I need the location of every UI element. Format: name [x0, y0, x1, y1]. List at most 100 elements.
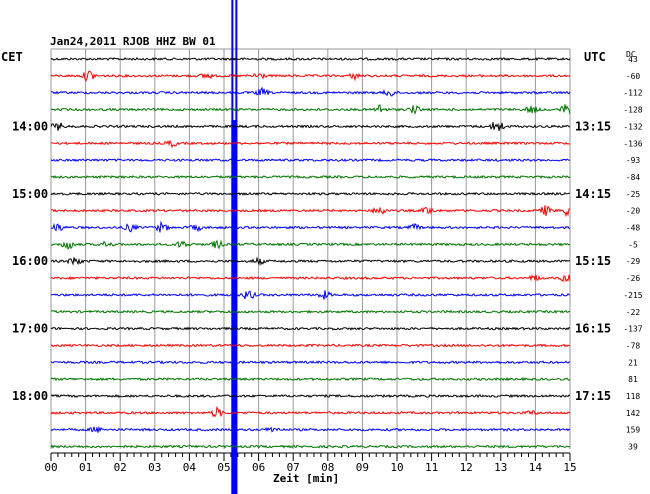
trace-row: [50, 290, 571, 300]
dc-offset-label: 43: [628, 55, 638, 64]
trace-row: [50, 393, 571, 399]
event-row-mark: [231, 344, 238, 347]
trace-row: [50, 309, 571, 314]
dc-offset-label: -5: [628, 240, 638, 249]
left-hour-label: 18:00: [12, 389, 48, 403]
trace-row: [50, 104, 571, 115]
event-row-mark: [231, 108, 238, 111]
dc-offset-label: -132: [623, 122, 642, 131]
left-hour-label: 14:00: [12, 119, 48, 133]
x-tick-label: 15: [563, 461, 576, 474]
trace-row: [50, 360, 571, 365]
event-layer: [231, 0, 238, 494]
event-row-mark: [231, 411, 238, 414]
x-tick-label: 06: [252, 461, 265, 474]
right-hour-label: 16:15: [575, 322, 611, 336]
x-tick-label: 05: [217, 461, 230, 474]
event-row-mark: [231, 192, 238, 195]
trace-row: [50, 122, 570, 131]
dc-offset-label: -136: [623, 139, 642, 148]
dc-offset-label: -137: [623, 325, 642, 334]
trace-row: [50, 444, 571, 449]
x-tick-label: 07: [287, 461, 300, 474]
dc-offset-label: -48: [626, 224, 641, 233]
trace-row: [50, 256, 571, 266]
x-tick-label: 10: [390, 461, 403, 474]
right-hour-label: 15:15: [575, 254, 611, 268]
dc-offset-label: -20: [626, 207, 641, 216]
dc-offset-label: 142: [626, 409, 641, 418]
trace-row: [50, 139, 571, 149]
dc-offset-label: -112: [623, 89, 642, 98]
event-row-mark: [231, 277, 238, 280]
trace-row: [50, 70, 571, 82]
trace-row: [50, 376, 571, 382]
event-row-mark: [231, 209, 238, 212]
x-tick-label: 03: [148, 461, 161, 474]
dc-offset-label: 39: [628, 443, 638, 452]
x-tick-label: 09: [356, 461, 369, 474]
dc-offset-label: -29: [626, 257, 641, 266]
right-hour-label: 14:15: [575, 187, 611, 201]
dc-offset-label: 21: [628, 358, 638, 367]
event-row-mark: [231, 445, 238, 448]
trace-row: [50, 405, 571, 418]
x-axis-label: Zeit [min]: [273, 472, 339, 485]
trace-row: [50, 326, 571, 331]
x-tick-label: 04: [183, 461, 197, 474]
right-timezone-label: UTC: [584, 50, 606, 64]
dc-offset-label: 81: [628, 375, 638, 384]
left-hour-label: 16:00: [12, 254, 48, 268]
dc-offset-label: -93: [626, 156, 641, 165]
trace-row: [50, 174, 571, 180]
dc-offset-label: -22: [626, 308, 641, 317]
event-row-mark: [231, 74, 238, 77]
event-row-mark: [231, 327, 238, 330]
trace-row: [50, 205, 571, 218]
trace-layer: [50, 56, 571, 449]
x-tick-label: 01: [79, 461, 92, 474]
dc-offset-label: -26: [626, 274, 641, 283]
trace-row: [50, 425, 571, 433]
event-row-mark: [231, 395, 238, 397]
event-band: [231, 120, 238, 494]
event-row-mark: [231, 243, 238, 246]
event-row-mark: [231, 175, 238, 178]
trace-row: [50, 220, 571, 233]
trace-row: [50, 157, 571, 163]
left-hour-label: 17:00: [12, 322, 48, 336]
dc-offset-label: -215: [623, 291, 642, 300]
dc-header: DC: [626, 50, 636, 59]
left-timezone-label: CET: [1, 50, 23, 64]
trace-row: [51, 86, 571, 97]
event-row-mark: [231, 378, 238, 381]
x-tick-label: 11: [425, 461, 438, 474]
dc-offset-label: -128: [623, 106, 642, 115]
dc-offset-label: -78: [626, 341, 641, 350]
event-row-mark: [231, 310, 238, 313]
x-tick-label: 08: [321, 461, 334, 474]
chart-title: Jan24,2011 RJOB HHZ BW 01: [50, 35, 216, 48]
dc-offset-label: -84: [626, 173, 641, 182]
dc-offset-label: -60: [626, 72, 641, 81]
x-tick-label: 00: [44, 461, 57, 474]
x-tick-label: 12: [460, 461, 473, 474]
left-hour-label: 15:00: [12, 187, 48, 201]
x-tick-label: 02: [114, 461, 127, 474]
right-hour-label: 13:15: [575, 119, 611, 133]
right-hour-label: 17:15: [575, 389, 611, 403]
dc-offset-label: -25: [626, 190, 641, 199]
trace-row: [50, 274, 571, 283]
trace-row: [50, 56, 571, 62]
event-row-mark: [231, 125, 238, 128]
dc-offset-label: 159: [626, 426, 641, 435]
event-row-mark: [231, 260, 238, 263]
trace-row: [51, 239, 571, 250]
event-row-mark: [231, 142, 238, 145]
trace-row: [50, 191, 571, 196]
label-layer: Jan24,2011 RJOB HHZ BW 01 CET UTC DC Zei…: [1, 35, 643, 485]
dc-offset-label: 118: [626, 392, 641, 401]
event-row-mark: [231, 58, 238, 60]
trace-row: [50, 343, 571, 348]
